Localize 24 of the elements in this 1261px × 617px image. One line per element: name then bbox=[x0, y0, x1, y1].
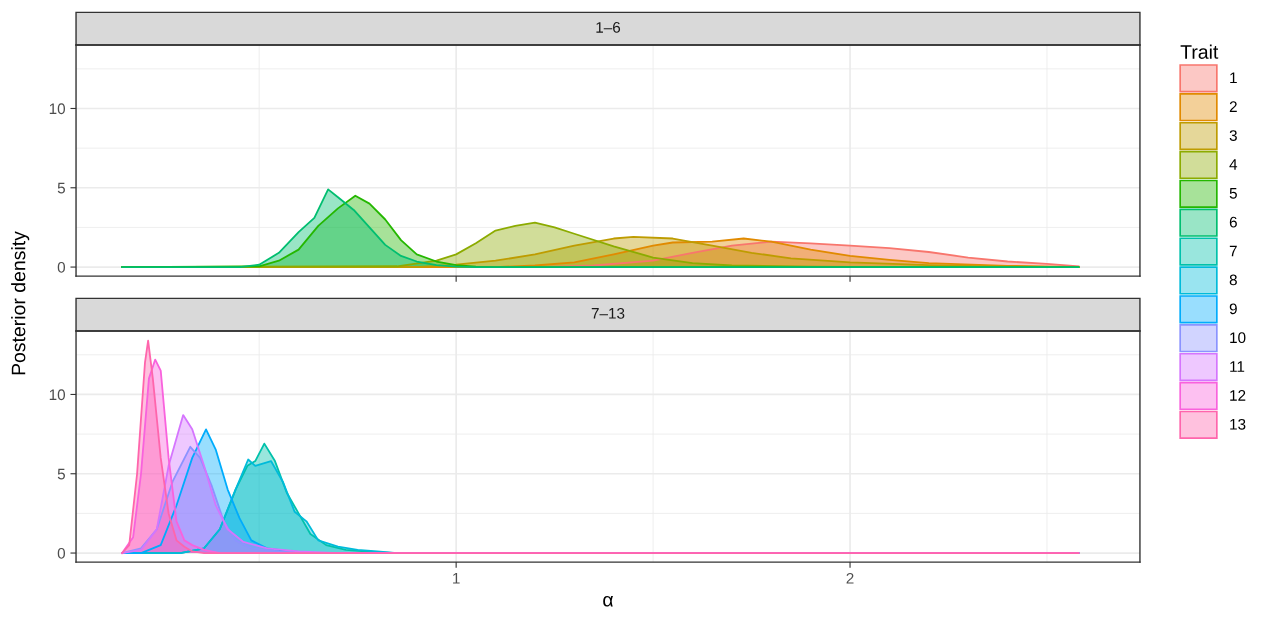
legend-label: 4 bbox=[1229, 159, 1238, 170]
y-tick-label: 0 bbox=[57, 547, 66, 559]
y-axis-title: Posterior density bbox=[11, 231, 30, 375]
y-tick-label: 10 bbox=[49, 103, 66, 115]
legend-label: 2 bbox=[1229, 101, 1237, 112]
legend-label: 5 bbox=[1229, 188, 1237, 199]
legend-label: 9 bbox=[1229, 303, 1237, 315]
y-tick-label: 5 bbox=[57, 182, 65, 194]
legend-label: 7 bbox=[1229, 245, 1237, 257]
chart-title: 1–6 bbox=[596, 21, 621, 33]
legend-label: 8 bbox=[1229, 274, 1237, 286]
y-tick-label: 10 bbox=[49, 389, 66, 401]
legend-label: 3 bbox=[1229, 130, 1237, 141]
legend-label: 10 bbox=[1230, 332, 1246, 344]
legend-title: Trait bbox=[1180, 44, 1219, 59]
legend-label: 11 bbox=[1230, 361, 1245, 372]
y-tick-label: 5 bbox=[57, 468, 65, 480]
x-axis-title: α bbox=[603, 595, 614, 607]
legend-label: 12 bbox=[1230, 390, 1246, 401]
legend-label: 13 bbox=[1230, 418, 1246, 430]
chart-title: 7–13 bbox=[591, 307, 625, 319]
legend-label: 6 bbox=[1229, 216, 1237, 228]
y-tick-label: 0 bbox=[57, 261, 66, 273]
legend-label: 1 bbox=[1230, 72, 1237, 84]
